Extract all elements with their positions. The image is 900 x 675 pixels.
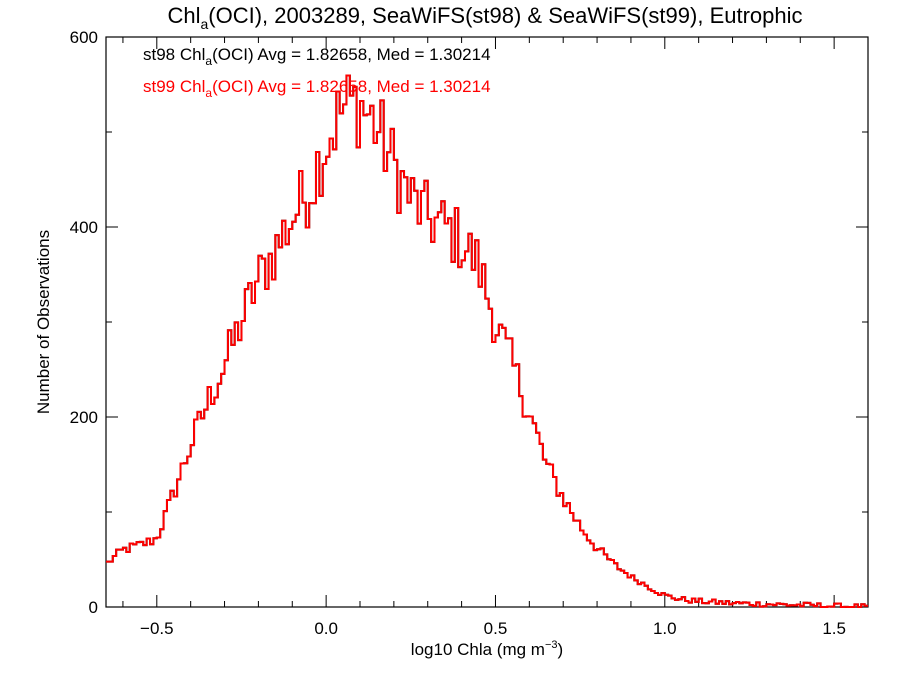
y-tick-label: 600 xyxy=(70,28,98,47)
x-tick-label: 0.5 xyxy=(484,619,508,638)
x-tick-label: 1.5 xyxy=(822,619,846,638)
series-layer xyxy=(106,74,868,608)
y-tick-label: 0 xyxy=(89,598,98,617)
plot-frame xyxy=(105,36,869,608)
histogram-series-st98 xyxy=(106,74,868,608)
x-tick-label: 1.0 xyxy=(653,619,677,638)
x-axis-title: log10 Chla (mg m−3) xyxy=(411,639,563,659)
y-tick-label: 400 xyxy=(70,218,98,237)
x-axis-ticks: −0.5 0.0 0.5 1.0 1.5 xyxy=(122,37,869,638)
histogram-series-st99 xyxy=(106,74,868,608)
y-axis-title: Number of Observations xyxy=(34,230,53,414)
annotation-st99: st99 Chla(OCI) Avg = 1.82658, Med = 1.30… xyxy=(143,77,491,100)
chart-title: Chla(OCI), 2003289, SeaWiFS(st98) & SeaW… xyxy=(167,3,802,32)
y-axis-ticks: 0 200 400 600 xyxy=(70,28,868,617)
x-tick-label: −0.5 xyxy=(140,619,174,638)
x-tick-label: 0.0 xyxy=(314,619,338,638)
annotation-st98: st98 Chla(OCI) Avg = 1.82658, Med = 1.30… xyxy=(143,45,491,68)
y-tick-label: 200 xyxy=(70,408,98,427)
